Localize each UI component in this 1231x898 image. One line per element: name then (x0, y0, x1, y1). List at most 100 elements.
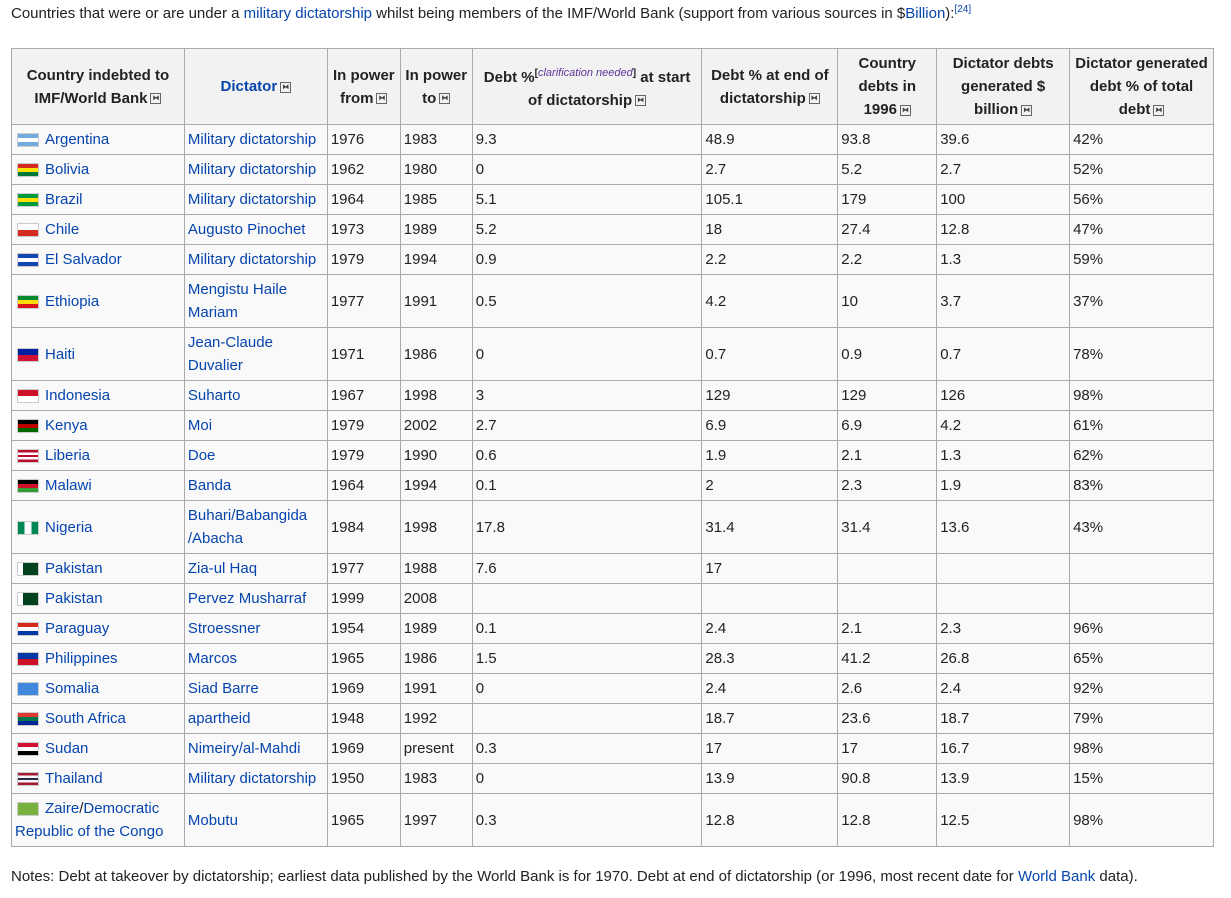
header-to[interactable]: In power to ⧓ (399, 48, 473, 125)
country-link[interactable]: Democratic Republic of the Congo (15, 800, 164, 840)
country-link[interactable]: Indonesia (45, 387, 111, 404)
to-cell: 1989 (399, 214, 473, 245)
flag-icon (17, 520, 39, 535)
dictator-link[interactable]: Mobutu (187, 811, 238, 829)
clarification-needed-link[interactable]: clarification needed (537, 66, 633, 79)
to-cell: 1989 (399, 613, 473, 644)
dictator-link[interactable]: Military dictatorship (187, 161, 317, 178)
dictator-link[interactable]: Pervez Musharraf (187, 590, 307, 607)
gen-cell: 126 (936, 380, 1071, 411)
dictator-header-link[interactable]: Dictator (220, 78, 278, 95)
start-cell: 1.5 (471, 643, 703, 674)
flag-icon (17, 253, 39, 268)
country-link[interactable]: Haiti (45, 345, 76, 363)
sort-icon[interactable]: ⧓ (1021, 104, 1033, 116)
country-link[interactable]: Bolivia (45, 161, 90, 178)
country-link[interactable]: Thailand (45, 770, 103, 787)
table-row: Malawi Banda 1964 1994 0.1 2 2.3 1.9 83% (11, 470, 1214, 501)
dictator-link[interactable]: Stroessner (187, 620, 261, 637)
end-cell: 4.2 (701, 274, 839, 328)
dictator-link[interactable]: apartheid (187, 710, 251, 727)
gen-cell: 1.9 (936, 470, 1071, 501)
reference-link[interactable]: [24] (954, 4, 972, 15)
to-cell: 1985 (399, 184, 473, 215)
military-dictatorship-link[interactable]: military dictatorship (243, 5, 372, 22)
country-link[interactable]: Brazil (45, 191, 83, 208)
country-link[interactable]: Argentina (45, 131, 110, 148)
dictator-cell: Banda (183, 470, 328, 501)
country-link[interactable]: Kenya (45, 417, 88, 434)
sort-icon[interactable]: ⧓ (150, 93, 162, 105)
start-cell: 0.5 (471, 274, 703, 328)
sort-icon[interactable]: ⧓ (899, 104, 911, 116)
sort-icon[interactable]: ⧓ (635, 95, 647, 107)
gen-cell: 4.2 (936, 410, 1071, 441)
dictator-link[interactable]: Augusto Pinochet (187, 221, 306, 238)
end-cell: 2.4 (701, 613, 839, 644)
sort-icon[interactable]: ⧓ (280, 81, 292, 93)
country-link[interactable]: South Africa (45, 710, 126, 727)
dictator-link[interactable]: Zia-ul Haq (187, 560, 258, 577)
table-row: Pakistan Pervez Musharraf 1999 2008 (11, 583, 1214, 614)
dictator-link[interactable]: Doe (187, 447, 216, 464)
country-link[interactable]: Chile (45, 221, 80, 238)
flag-icon (17, 479, 39, 494)
country-link[interactable]: Philippines (45, 650, 118, 667)
to-cell: 1980 (399, 154, 473, 185)
dictator-link[interactable]: Military dictatorship (187, 131, 317, 148)
country-link[interactable]: Paraguay (45, 620, 110, 637)
dictator-link[interactable]: Suharto (187, 387, 241, 404)
sort-icon[interactable]: ⧓ (439, 93, 451, 105)
dictator-cell: Nimeiry/al-Mahdi (183, 733, 328, 764)
dictator-link[interactable]: Jean-Claude Duvalier (187, 334, 273, 374)
from-cell: 1948 (326, 703, 401, 734)
dictator-link[interactable]: Buhari/Babangida /Abacha (187, 507, 308, 547)
dictator-link[interactable]: Banda (187, 477, 232, 494)
header-debt-end[interactable]: Debt % at end of dictatorship ⧓ (701, 48, 839, 125)
country-link[interactable]: Sudan (45, 740, 89, 757)
sort-icon[interactable]: ⧓ (376, 93, 388, 105)
header-dictator[interactable]: Dictator ⧓ (183, 48, 328, 125)
dictator-link[interactable]: Military dictatorship (187, 191, 317, 208)
sort-icon[interactable]: ⧓ (808, 93, 820, 105)
header-dictator-debts[interactable]: Dictator debts generated $ billion ⧓ (936, 48, 1071, 125)
header-country[interactable]: Country indebted to IMF/World Bank ⧓ (11, 48, 185, 125)
billion-link[interactable]: Billion (905, 5, 946, 22)
country-link[interactable]: Pakistan (45, 590, 103, 607)
from-cell: 1965 (326, 643, 401, 674)
country-link[interactable]: Somalia (45, 680, 100, 697)
world-bank-link[interactable]: World Bank (1017, 868, 1096, 885)
gen-cell (936, 553, 1071, 584)
country-link[interactable]: El Salvador (45, 251, 122, 268)
dictator-link[interactable]: Moi (187, 417, 213, 434)
from-cell: 1979 (326, 244, 401, 275)
header-debt-start[interactable]: Debt %[clarification needed] at start of… (471, 48, 703, 125)
country-link[interactable]: Liberia (45, 447, 91, 464)
d1996-cell: 2.6 (837, 673, 938, 704)
header-debts-1996[interactable]: Country debts in 1996 ⧓ (837, 48, 938, 125)
dictator-cell: Buhari/Babangida /Abacha (183, 500, 328, 554)
header-from[interactable]: In power from ⧓ (326, 48, 401, 125)
country-link[interactable]: Ethiopia (45, 292, 100, 310)
sort-icon[interactable]: ⧓ (1153, 104, 1165, 116)
flag-icon (17, 294, 39, 309)
dictator-link[interactable]: Military dictatorship (187, 251, 317, 268)
dictator-link[interactable]: Military dictatorship (187, 770, 317, 787)
d1996-cell: 179 (837, 184, 938, 215)
header-dictator-pct[interactable]: Dictator generated debt % of total debt ⧓ (1069, 48, 1214, 125)
dictator-link[interactable]: Marcos (187, 650, 238, 667)
country-link[interactable]: Malawi (45, 477, 92, 494)
dictator-link[interactable]: Siad Barre (187, 680, 259, 697)
country-cell: Malawi (11, 470, 185, 501)
country-cell: Nigeria (11, 500, 185, 554)
country-link[interactable]: Zaire (45, 800, 80, 817)
d1996-cell: 17 (837, 733, 938, 764)
country-cell: Thailand (11, 763, 185, 794)
country-link[interactable]: Nigeria (45, 518, 93, 536)
start-cell: 2.7 (471, 410, 703, 441)
dictator-link[interactable]: Nimeiry/al-Mahdi (187, 740, 301, 757)
gen-cell: 0.7 (936, 327, 1071, 381)
country-link[interactable]: Pakistan (45, 560, 103, 577)
start-cell: 0 (471, 327, 703, 381)
dictator-link[interactable]: Mengistu Haile Mariam (187, 281, 288, 321)
